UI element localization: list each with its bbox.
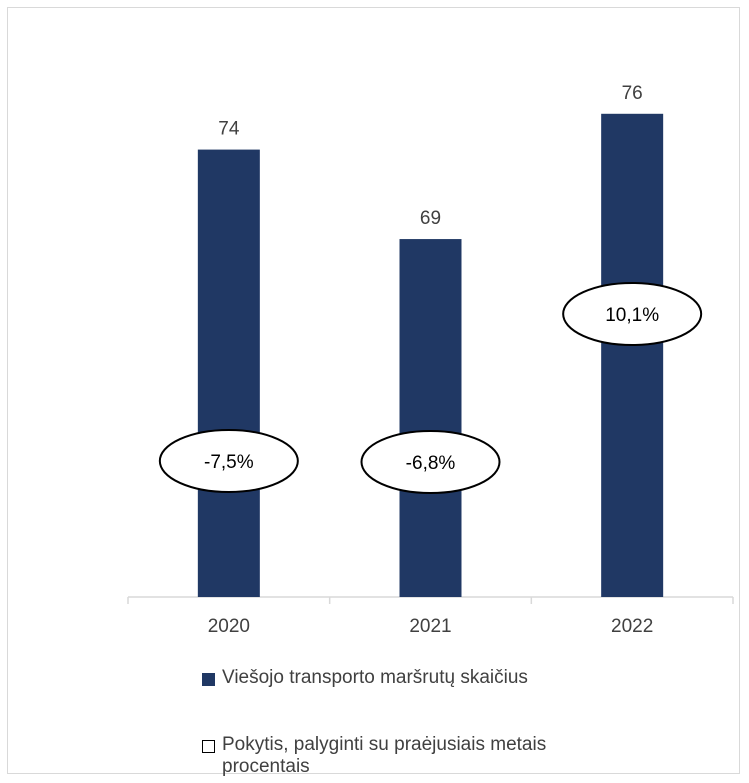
legend-item-bars: Viešojo transporto maršrutų skaičius <box>202 666 722 692</box>
change-callout-2020 <box>158 429 299 493</box>
x-tick-label-2022: 2022 <box>611 616 653 637</box>
data-label-2021: 69 <box>420 208 441 229</box>
change-callout-2021 <box>360 430 501 494</box>
bar-2021 <box>399 239 462 597</box>
change-callout-2022 <box>562 282 703 346</box>
bar-2020 <box>197 149 260 597</box>
legend-swatch-bars <box>202 673 215 686</box>
x-tick-label-2021: 2021 <box>409 616 451 637</box>
change-label-2020: -7,5% <box>204 452 254 473</box>
change-label-2022: 10,1% <box>605 305 659 326</box>
legend-label-bars: Viešojo transporto maršrutų skaičius <box>222 667 528 688</box>
data-label-2022: 76 <box>622 83 643 104</box>
legend-item-change: Pokytis, palyginti su praėjusiais metais… <box>202 733 722 783</box>
bar-2022 <box>601 113 664 598</box>
legend-label-change-line2: procentais <box>222 756 310 777</box>
change-label-2021: -6,8% <box>406 453 456 474</box>
legend-label-change-line1: Pokytis, palyginti su praėjusiais metais <box>222 734 547 755</box>
data-label-2020: 74 <box>218 119 240 140</box>
x-tick-label-2020: 2020 <box>208 616 250 637</box>
legend-swatch-change <box>202 740 215 753</box>
